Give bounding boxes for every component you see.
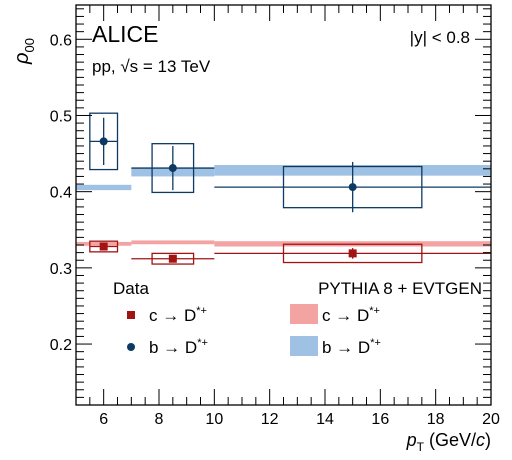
x-axis-title-close: ) bbox=[485, 430, 491, 450]
y-tick-label: 0.3 bbox=[50, 261, 72, 278]
y-axis-title: ρ00 bbox=[11, 38, 37, 65]
legend-entries: c → D*+b → D*+c → D*+b → D*+ bbox=[127, 304, 381, 357]
legend: Data PYTHIA 8 + EVTGEN c → D*+b → D*+c →… bbox=[113, 279, 482, 357]
x-tick-label: 14 bbox=[316, 411, 334, 428]
rapidity-label: |y| < 0.8 bbox=[410, 28, 470, 47]
y-tick-label: 0.2 bbox=[50, 337, 72, 354]
x-tick-label: 6 bbox=[99, 411, 108, 428]
y-tick-label: 0.4 bbox=[50, 185, 72, 202]
legend-label-model-1-sup: *+ bbox=[370, 337, 381, 349]
x-axis-title: pT (GeV/c) bbox=[406, 430, 491, 454]
legend-swatch-1 bbox=[290, 336, 318, 356]
data-point-0-1 bbox=[168, 254, 177, 263]
legend-label-model-1-main: b → D bbox=[322, 338, 370, 357]
legend-label-data-0-sup: *+ bbox=[196, 305, 207, 317]
data-point-0-2 bbox=[348, 249, 357, 258]
x-axis-title-sub: T bbox=[417, 440, 425, 454]
data-points-layer bbox=[89, 112, 491, 265]
x-axis-title-unit: (GeV/ bbox=[424, 430, 476, 450]
x-tick-label: 12 bbox=[261, 411, 279, 428]
legend-model-header: PYTHIA 8 + EVTGEN bbox=[318, 279, 482, 298]
x-tick-label: 20 bbox=[482, 411, 500, 428]
x-axis-title-unit-c: c bbox=[476, 430, 485, 450]
legend-label-data-0: c → D*+ bbox=[149, 305, 207, 325]
model-band-0-1 bbox=[131, 240, 215, 245]
y-axis-title-var: ρ bbox=[11, 52, 33, 64]
legend-label-data-1-sup: *+ bbox=[197, 337, 208, 349]
legend-marker-0 bbox=[127, 311, 135, 319]
x-tick-label: 16 bbox=[371, 411, 389, 428]
y-axis-title-sub: 00 bbox=[22, 38, 37, 52]
legend-label-data-1: b → D*+ bbox=[149, 337, 208, 357]
experiment-label: ALICE bbox=[92, 21, 158, 47]
axis-labels-layer: 6 8 10 12 14 16 18 20 0.2 0.3 0.4 0.5 0.6 pT (GeV/c) ρ… bbox=[11, 32, 500, 454]
legend-label-model-0: c → D*+ bbox=[322, 305, 380, 325]
model-band-1-0 bbox=[76, 184, 132, 191]
x-tick-label: 18 bbox=[427, 411, 445, 428]
legend-label-data-0-main: c → D bbox=[149, 306, 196, 325]
legend-data-header: Data bbox=[113, 279, 149, 298]
data-point-1-0 bbox=[99, 137, 108, 146]
legend-label-model-0-main: c → D bbox=[322, 306, 369, 325]
legend-swatch-0 bbox=[290, 304, 318, 324]
legend-label-data-1-main: b → D bbox=[149, 338, 197, 357]
legend-label-model-0-sup: *+ bbox=[369, 305, 380, 317]
y-tick-label: 0.5 bbox=[50, 108, 72, 125]
axis-ticks-layer bbox=[75, 5, 492, 405]
data-point-0-0 bbox=[99, 242, 108, 251]
legend-marker-1 bbox=[127, 343, 135, 351]
data-point-1-1 bbox=[168, 164, 177, 173]
x-tick-label: 8 bbox=[155, 411, 164, 428]
data-point-1-2 bbox=[348, 183, 357, 192]
x-axis-title-var: p bbox=[406, 430, 417, 450]
legend-label-model-1: b → D*+ bbox=[322, 337, 381, 357]
x-tick-label: 10 bbox=[205, 411, 223, 428]
y-tick-label: 0.6 bbox=[50, 32, 72, 49]
system-label: pp, √s = 13 TeV bbox=[92, 57, 211, 76]
